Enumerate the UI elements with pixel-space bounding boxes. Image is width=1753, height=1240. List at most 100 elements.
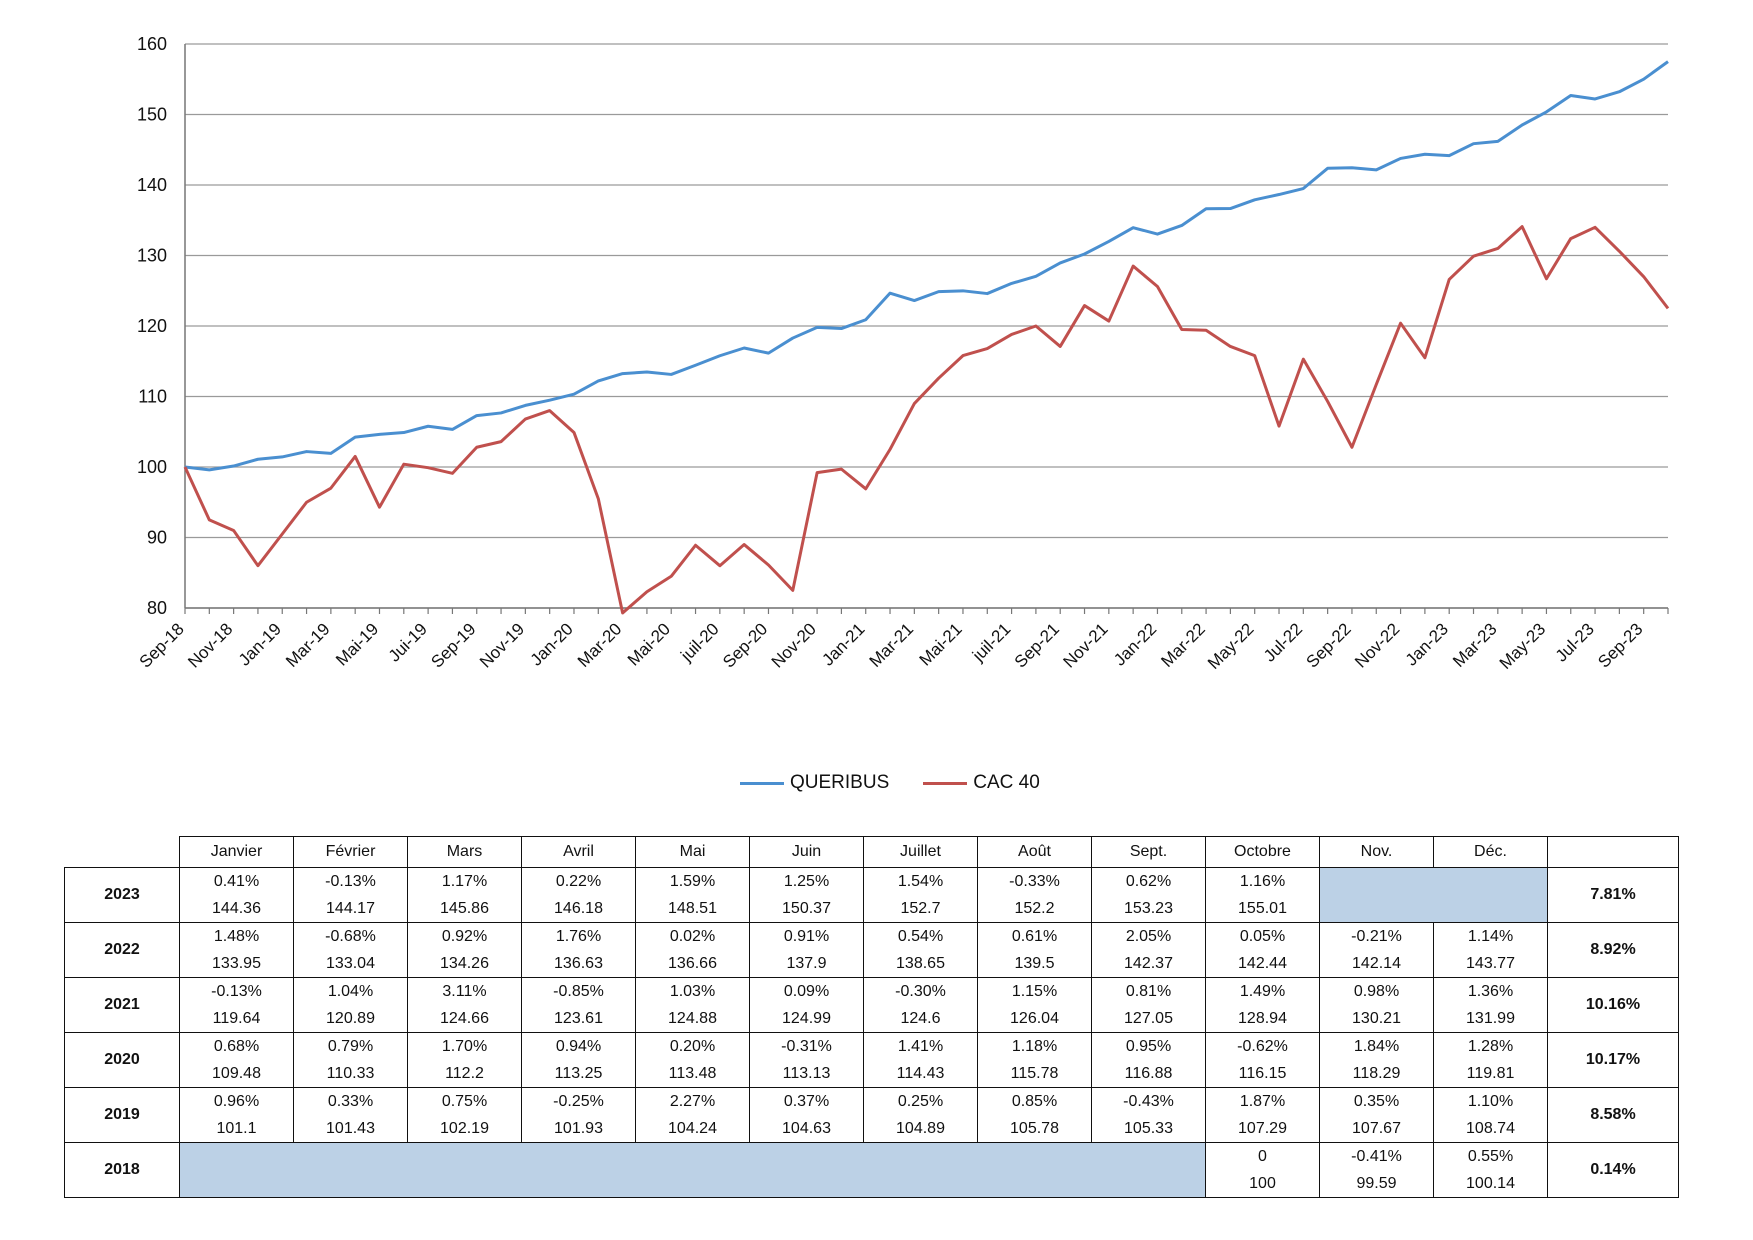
table-row: 2019 0.96% 101.1 0.33% 101.43 0.75% 102.19 -0.2… (64, 1087, 1679, 1143)
month-cell: 0.91% 137.9 (749, 922, 864, 978)
index-value: 109.48 (212, 1065, 261, 1082)
monthly-return: 0.55% (1467, 1148, 1514, 1165)
monthly-return: 0 (1258, 1148, 1267, 1165)
index-value: 113.13 (782, 1065, 831, 1082)
index-value: 133.04 (326, 955, 375, 972)
index-value: 131.99 (1466, 1010, 1515, 1027)
month-header: Janvier (179, 836, 294, 868)
index-value: 152.2 (1014, 900, 1055, 917)
index-value: 100.14 (1466, 1175, 1515, 1192)
monthly-return: -0.85% (553, 983, 604, 1000)
year-cell: 2018 (64, 1142, 180, 1198)
month-cell: 1.54% 152.7 (863, 867, 978, 923)
x-tick-label: Sep-20 (719, 619, 771, 671)
month-cell: 0.33% 101.43 (293, 1087, 408, 1143)
monthly-return: 1.14% (1467, 928, 1514, 945)
x-tick-label: Jul-22 (1260, 619, 1306, 665)
empty-cell (1319, 867, 1548, 923)
monthly-return: 1.28% (1467, 1038, 1514, 1055)
y-tick-label: 160 (137, 34, 167, 54)
month-cell: -0.41% 99.59 (1319, 1142, 1434, 1198)
index-value: 123.61 (554, 1010, 603, 1027)
index-value: 101.43 (326, 1120, 375, 1137)
x-tick-label: Jui-19 (385, 619, 431, 665)
index-value: 130.21 (1352, 1010, 1401, 1027)
index-value: 105.33 (1124, 1120, 1173, 1137)
monthly-return: -0.13% (325, 873, 376, 890)
month-cell: 3.11% 124.66 (407, 977, 522, 1033)
month-header: Déc. (1433, 836, 1548, 868)
index-value: 101.93 (554, 1120, 603, 1137)
index-value: 145.86 (440, 900, 489, 917)
monthly-return: -0.13% (211, 983, 262, 1000)
y-tick-label: 130 (137, 246, 167, 266)
series-line-cac-40 (183, 225, 1670, 615)
month-cell: -0.30% 124.6 (863, 977, 978, 1033)
chart-gridlines (185, 43, 1668, 609)
index-value: 153.23 (1124, 900, 1173, 917)
x-tick-label: Nov-18 (184, 619, 236, 671)
monthly-return: 1.54% (897, 873, 944, 890)
index-value: 155.01 (1238, 900, 1287, 917)
monthly-return: 0.68% (213, 1038, 260, 1055)
monthly-return: 0.20% (669, 1038, 716, 1055)
month-cell: 0.79% 110.33 (293, 1032, 408, 1088)
monthly-return: 1.17% (441, 873, 488, 890)
x-tick-label: Mai-19 (332, 619, 382, 669)
month-cell: -0.43% 105.33 (1091, 1087, 1206, 1143)
x-tick-label: Sep-19 (427, 619, 479, 671)
monthly-return: 0.54% (897, 928, 944, 945)
year-cell: 2022 (64, 922, 180, 978)
monthly-return: 1.41% (897, 1038, 944, 1055)
monthly-return: 1.16% (1239, 873, 1286, 890)
monthly-return: 0.09% (783, 983, 830, 1000)
index-value: 105.78 (1010, 1120, 1059, 1137)
index-value: 119.81 (1466, 1065, 1515, 1082)
month-header: Sept. (1091, 836, 1206, 868)
index-value: 148.51 (668, 900, 717, 917)
month-cell: 0.98% 130.21 (1319, 977, 1434, 1033)
table-row: 2021 -0.13% 119.64 1.04% 120.89 3.11% 124.66 -0… (64, 977, 1679, 1033)
table-row: 2023 0.41% 144.36 -0.13% 144.17 1.17% 145.86 0.… (64, 867, 1679, 923)
month-header: Août (977, 836, 1092, 868)
monthly-return: -0.43% (1123, 1093, 1174, 1110)
monthly-return: 1.25% (783, 873, 830, 890)
annual-total: 10.16% (1547, 977, 1679, 1033)
index-value: 116.88 (1124, 1065, 1173, 1082)
x-tick-label: Nov-19 (476, 619, 528, 671)
month-cell: 0.55% 100.14 (1433, 1142, 1548, 1198)
x-tick-label: Mar-22 (1157, 619, 1209, 671)
monthly-return: -0.30% (895, 983, 946, 1000)
monthly-return: -0.25% (553, 1093, 604, 1110)
index-value: 115.78 (1010, 1065, 1059, 1082)
month-cell: 0.61% 139.5 (977, 922, 1092, 978)
index-value: 127.05 (1124, 1010, 1173, 1027)
month-header: Mai (635, 836, 750, 868)
x-tick-label: Mai-20 (624, 619, 674, 669)
chart-series (183, 60, 1670, 615)
month-cell: 0.02% 136.66 (635, 922, 750, 978)
monthly-return: 0.62% (1125, 873, 1172, 890)
month-header-row: Janvier Février Mars Avril Mai Juin Juillet Aoû… (65, 836, 1679, 868)
index-value: 116.15 (1238, 1065, 1287, 1082)
monthly-return: 0.95% (1125, 1038, 1172, 1055)
index-value: 139.5 (1014, 955, 1055, 972)
month-cell: -0.25% 101.93 (521, 1087, 636, 1143)
index-value: 108.74 (1466, 1120, 1515, 1137)
x-tick-label: Jul-23 (1552, 619, 1598, 665)
month-cell: 0.75% 102.19 (407, 1087, 522, 1143)
x-tick-label: juil-20 (676, 619, 722, 665)
index-value: 142.14 (1352, 955, 1401, 972)
monthly-return: -0.21% (1351, 928, 1402, 945)
x-tick-label: juil-21 (968, 619, 1014, 665)
month-cell: -0.33% 152.2 (977, 867, 1092, 923)
performance-table-body: 2023 0.41% 144.36 -0.13% 144.17 1.17% 145.86 0.… (64, 867, 1679, 1198)
index-value: 152.7 (900, 900, 941, 917)
x-tick-label: Nov-21 (1059, 619, 1111, 671)
month-cell: 1.76% 136.63 (521, 922, 636, 978)
x-tick-label: Jan-21 (818, 619, 868, 669)
monthly-return: -0.68% (325, 928, 376, 945)
index-value: 118.29 (1352, 1065, 1401, 1082)
index-value: 150.37 (782, 900, 831, 917)
